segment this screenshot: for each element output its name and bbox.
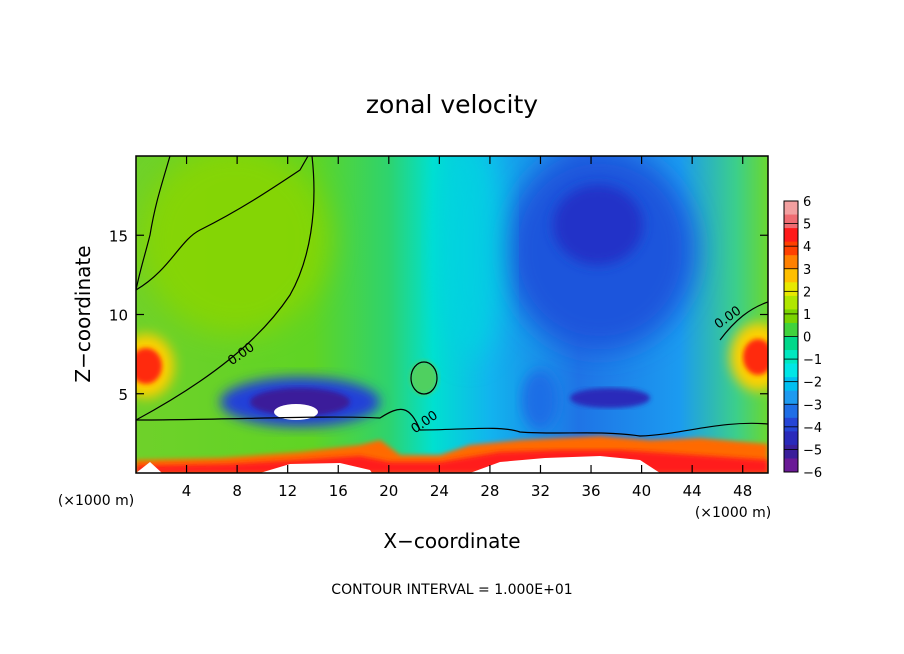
- x-tick-label: 48: [733, 482, 752, 500]
- x-tick-label: 40: [632, 482, 651, 500]
- x-axis-label: X−coordinate: [383, 529, 520, 553]
- y-axis-label: Z−coordinate: [71, 245, 95, 382]
- x-tick-label: 4: [182, 482, 192, 500]
- colorbar-swatch: [784, 431, 798, 446]
- colorbar-swatch: [784, 444, 798, 459]
- x-tick-label: 12: [278, 482, 297, 500]
- colorbar-swatch: [784, 458, 798, 473]
- colorbar-swatch: [784, 255, 798, 270]
- colorbar-label: 6: [803, 195, 811, 210]
- colorbar-swatch: [784, 377, 798, 392]
- colorbar-label: −5: [803, 443, 822, 458]
- colorbar-swatch: [784, 201, 798, 216]
- x-tick-label: 32: [531, 482, 550, 500]
- x-tick-label: 16: [329, 482, 348, 500]
- x-tick-label: 20: [379, 482, 398, 500]
- colorbar-label: 5: [803, 218, 811, 233]
- contour-interval-note: CONTOUR INTERVAL = 1.000E+01: [331, 582, 572, 598]
- colorbar-label: 0: [803, 331, 811, 346]
- y-axis: 5 10 15: [109, 227, 768, 404]
- colorbar-label: 1: [803, 308, 811, 323]
- colorbar-label: −3: [803, 398, 822, 413]
- colorbar-swatch: [784, 214, 798, 229]
- colorbar-swatch: [784, 350, 798, 365]
- colorbar-swatch: [784, 363, 798, 378]
- colorbar-swatch: [784, 268, 798, 283]
- colorbar-label: −2: [803, 376, 822, 391]
- colorbar-label: −1: [803, 353, 822, 368]
- x-unit-label-left: (×1000 m): [58, 493, 134, 509]
- colorbar-swatch: [784, 309, 798, 324]
- colorbar-label: 4: [803, 240, 811, 255]
- colorbar-swatch: [784, 404, 798, 419]
- colorbar-label: −6: [803, 466, 822, 481]
- x-axis: 4 8 12 16 20 24 28 32 36 40 44 48: [182, 156, 752, 500]
- colorbar-label: 3: [803, 263, 811, 278]
- colorbar-swatch: [784, 282, 798, 297]
- x-unit-label-right: (×1000 m): [695, 505, 771, 521]
- colorbar-swatch: [784, 390, 798, 405]
- y-tick-label: 10: [109, 307, 128, 325]
- colorbar: 6 5 4 3 2 1 0 −1 −2 −3 −4 −5 −6: [783, 195, 822, 481]
- colorbar-swatch: [784, 241, 798, 256]
- x-tick-label: 24: [430, 482, 449, 500]
- x-tick-label: 36: [581, 482, 600, 500]
- colorbar-swatch: [784, 336, 798, 351]
- colorbar-label: 2: [803, 285, 811, 300]
- x-tick-label: 44: [683, 482, 702, 500]
- x-tick-label: 28: [480, 482, 499, 500]
- colorbar-label: −4: [803, 421, 822, 436]
- y-tick-label: 5: [118, 386, 128, 404]
- x-tick-label: 8: [232, 482, 242, 500]
- colorbar-swatch: [784, 228, 798, 243]
- colorbar-swatch: [784, 417, 798, 432]
- chart-title: zonal velocity: [366, 90, 538, 119]
- colorbar-swatch: [784, 322, 798, 337]
- colorbar-swatch: [784, 295, 798, 310]
- heatmap-field: [136, 156, 768, 473]
- y-tick-label: 15: [109, 227, 128, 245]
